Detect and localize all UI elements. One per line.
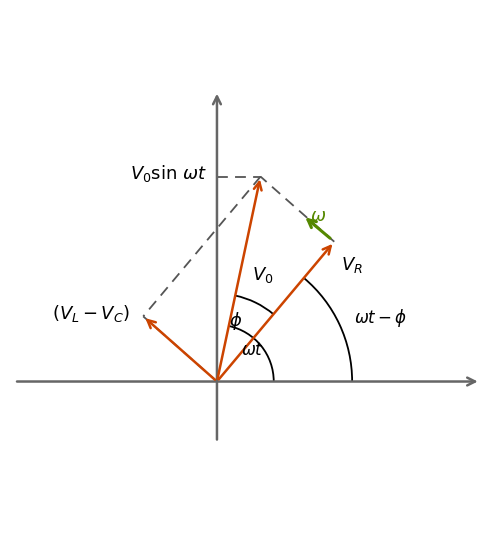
Text: $\omega$: $\omega$ <box>310 207 326 225</box>
Text: $V_0 \sin\,\omega t$: $V_0 \sin\,\omega t$ <box>130 164 207 184</box>
Text: $V_0$: $V_0$ <box>252 265 273 285</box>
Text: $(V_L - V_C)$: $(V_L - V_C)$ <box>52 303 130 324</box>
Text: $V_R$: $V_R$ <box>341 255 363 275</box>
Text: $\omega t - \phi$: $\omega t - \phi$ <box>354 307 407 328</box>
Text: $\phi$: $\phi$ <box>229 310 243 332</box>
Text: $\omega t$: $\omega t$ <box>241 341 264 359</box>
